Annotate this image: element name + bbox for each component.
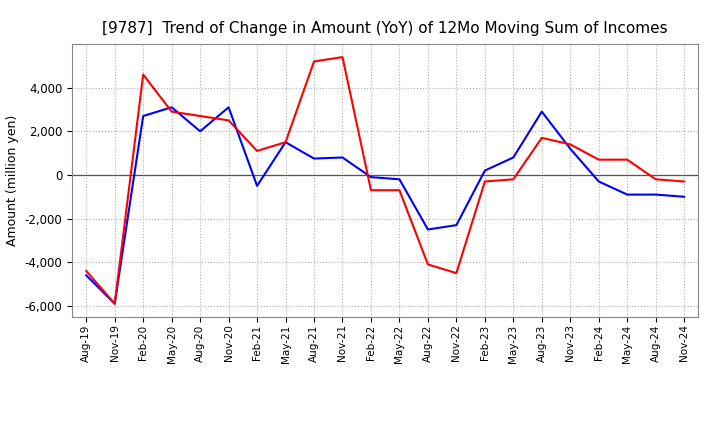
Y-axis label: Amount (million yen): Amount (million yen) bbox=[6, 115, 19, 246]
Net Income bbox=[480, 179, 489, 184]
Ordinary Income bbox=[253, 183, 261, 188]
Net Income bbox=[423, 262, 432, 267]
Ordinary Income bbox=[509, 155, 518, 160]
Net Income bbox=[167, 109, 176, 114]
Ordinary Income bbox=[623, 192, 631, 197]
Ordinary Income bbox=[480, 168, 489, 173]
Net Income bbox=[509, 177, 518, 182]
Ordinary Income bbox=[366, 175, 375, 180]
Net Income bbox=[139, 72, 148, 77]
Net Income bbox=[253, 148, 261, 154]
Ordinary Income bbox=[310, 156, 318, 161]
Title: [9787]  Trend of Change in Amount (YoY) of 12Mo Moving Sum of Incomes: [9787] Trend of Change in Amount (YoY) o… bbox=[102, 21, 668, 36]
Net Income bbox=[452, 271, 461, 276]
Net Income bbox=[82, 268, 91, 274]
Net Income bbox=[310, 59, 318, 64]
Line: Ordinary Income: Ordinary Income bbox=[86, 107, 684, 304]
Ordinary Income bbox=[82, 273, 91, 278]
Ordinary Income bbox=[167, 105, 176, 110]
Ordinary Income bbox=[652, 192, 660, 197]
Net Income bbox=[680, 179, 688, 184]
Ordinary Income bbox=[110, 301, 119, 306]
Ordinary Income bbox=[566, 146, 575, 151]
Net Income bbox=[652, 177, 660, 182]
Net Income bbox=[110, 301, 119, 306]
Ordinary Income bbox=[196, 128, 204, 134]
Ordinary Income bbox=[595, 179, 603, 184]
Ordinary Income bbox=[139, 114, 148, 119]
Ordinary Income bbox=[423, 227, 432, 232]
Ordinary Income bbox=[537, 109, 546, 114]
Net Income bbox=[623, 157, 631, 162]
Net Income bbox=[595, 157, 603, 162]
Ordinary Income bbox=[338, 155, 347, 160]
Net Income bbox=[395, 187, 404, 193]
Ordinary Income bbox=[680, 194, 688, 199]
Ordinary Income bbox=[282, 139, 290, 145]
Net Income bbox=[338, 55, 347, 60]
Line: Net Income: Net Income bbox=[86, 57, 684, 304]
Net Income bbox=[366, 187, 375, 193]
Net Income bbox=[225, 118, 233, 123]
Ordinary Income bbox=[395, 177, 404, 182]
Net Income bbox=[282, 139, 290, 145]
Ordinary Income bbox=[225, 105, 233, 110]
Net Income bbox=[566, 142, 575, 147]
Net Income bbox=[196, 114, 204, 119]
Net Income bbox=[537, 135, 546, 140]
Ordinary Income bbox=[452, 223, 461, 228]
